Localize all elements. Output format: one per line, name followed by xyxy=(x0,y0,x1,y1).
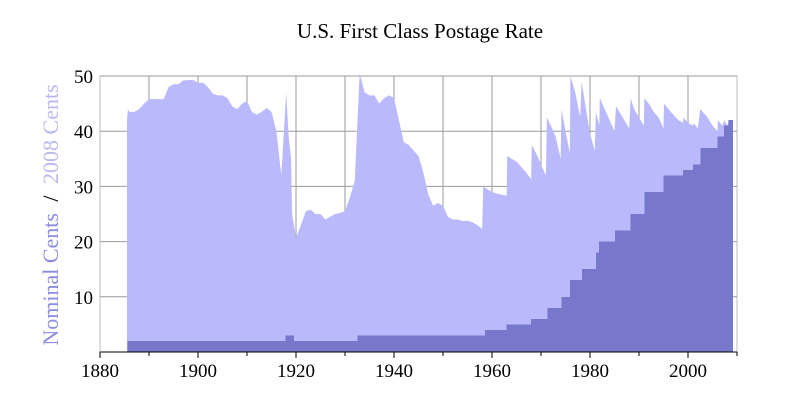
y-tick-label: 40 xyxy=(74,122,93,143)
nominal-rate-step xyxy=(598,241,615,352)
x-tick-label: 1900 xyxy=(179,361,217,382)
nominal-rate-step xyxy=(723,125,729,353)
y-tick-label: 50 xyxy=(74,67,93,88)
x-tick-label: 1920 xyxy=(277,361,315,382)
nominal-rate-step xyxy=(683,169,693,352)
plot-areas xyxy=(126,73,734,353)
y-axis-label: Nominal Cents / 2008 Cents xyxy=(38,84,63,345)
x-tick-label: 2000 xyxy=(669,361,707,382)
y-axis-label-nominal: Nominal Cents xyxy=(38,213,63,346)
nominal-rate-step xyxy=(692,164,701,352)
chart-title: U.S. First Class Postage Rate xyxy=(297,19,543,43)
nominal-rate-step xyxy=(294,340,358,352)
nominal-rate-step xyxy=(663,175,684,352)
y-tick-label: 10 xyxy=(74,288,93,309)
y-tick-label: 20 xyxy=(74,233,93,254)
nominal-rate-step xyxy=(582,269,596,352)
nominal-rate-step xyxy=(644,191,664,352)
nominal-rate-step xyxy=(595,252,599,352)
x-tick-label: 1940 xyxy=(375,361,413,382)
y-tick-label: 30 xyxy=(74,177,93,198)
nominal-rate-step xyxy=(127,340,286,352)
axes: 1880 1900 1920 1940 1960 1980 2000 10 20 30 40 50 xyxy=(74,67,738,382)
x-tick-label: 1880 xyxy=(81,361,119,382)
nominal-rate-step xyxy=(485,329,507,352)
nominal-rate-step xyxy=(630,214,645,352)
nominal-rate-step xyxy=(531,318,548,352)
y-axis-label-separator: / xyxy=(38,195,63,202)
x-tick-label: 1980 xyxy=(571,361,609,382)
nominal-rate-step xyxy=(728,120,734,352)
nominal-rate-step xyxy=(547,307,562,352)
nominal-rate-step xyxy=(569,280,583,352)
nominal-rate-step xyxy=(614,230,631,352)
x-tick-label: 1960 xyxy=(473,361,511,382)
nominal-rate-step xyxy=(357,335,486,352)
nominal-rate-step xyxy=(717,136,724,352)
y-axis-label-real: 2008 Cents xyxy=(38,84,63,184)
nominal-rate-step xyxy=(561,296,570,352)
nominal-rate-step xyxy=(700,147,718,352)
nominal-rate-step xyxy=(285,335,295,352)
nominal-rate-step xyxy=(506,324,532,352)
